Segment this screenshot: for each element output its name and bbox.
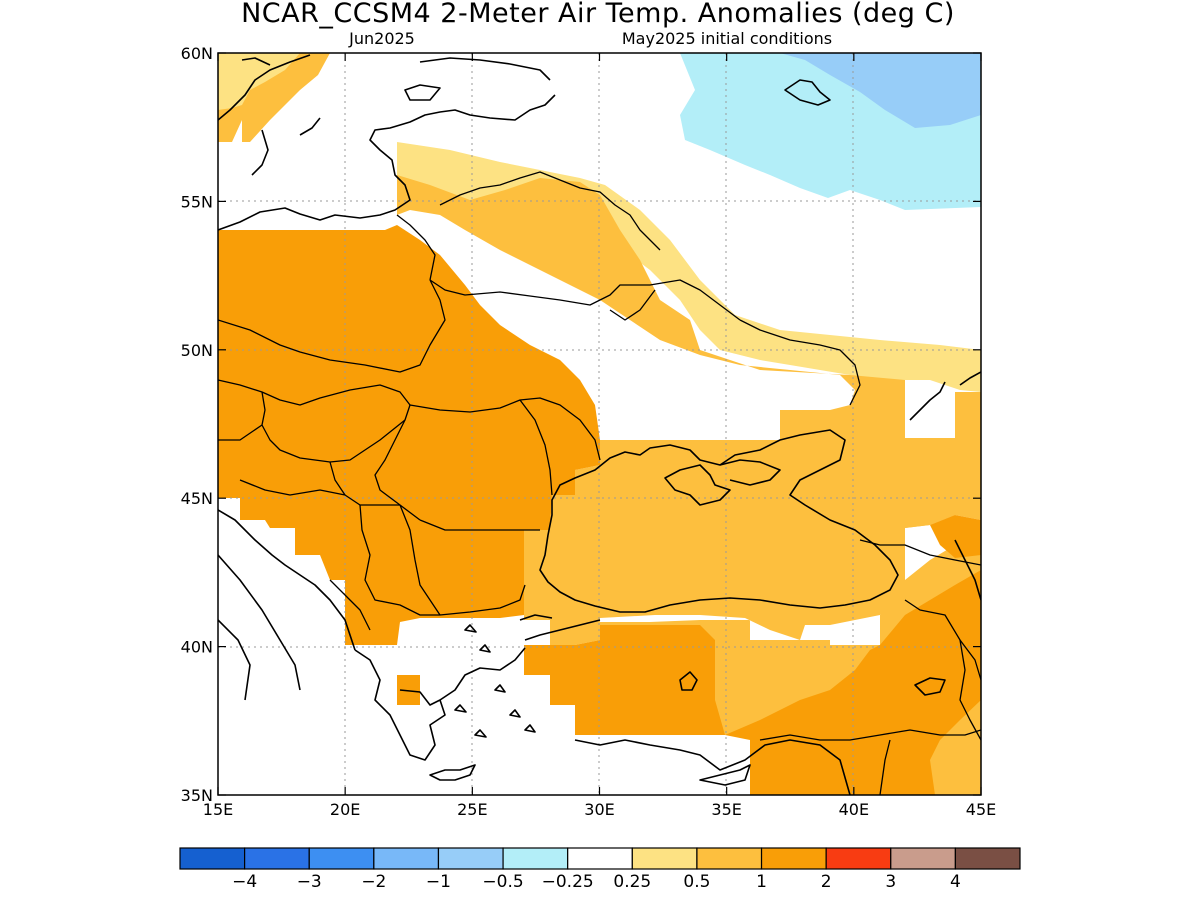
lat-tick-label: 55N: [181, 192, 213, 211]
coastline-azov: [719, 459, 781, 486]
colorbar-label: 2: [821, 872, 832, 892]
colorbar-swatch: [502, 847, 569, 870]
longitude-axis: 15E 20E 25E 30E 35E 40E 45E: [203, 53, 996, 819]
coastlines: [218, 54, 981, 795]
coastline-turkey-south: [574, 739, 851, 795]
map-title: NCAR_CCSM4 2-Meter Air Temp. Anomalies (…: [241, 0, 955, 29]
coastline-greece: [354, 647, 526, 761]
coastline-scandinavia: [218, 54, 321, 176]
lake-van: [914, 677, 946, 696]
forecast-month-label: Jun2025: [348, 29, 415, 48]
coastline-adriatic: [218, 509, 356, 701]
anomaly-area-west-1: [218, 225, 600, 645]
colorbar-label: −0.25: [542, 872, 594, 892]
coastline-gulf-finland: [419, 57, 551, 81]
coastline-crete: [429, 764, 476, 781]
anomaly-area-nw-025: [218, 53, 300, 110]
coastline-baltic: [218, 84, 556, 231]
colorbar-swatch: [954, 847, 1021, 870]
colorbar-swatch: [373, 847, 440, 870]
lat-tick-label: 50N: [181, 341, 213, 360]
colorbar-swatch: [696, 847, 763, 870]
lat-tick-label: 35N: [181, 786, 213, 805]
colorbar-swatch: [890, 847, 956, 870]
initial-conditions-label: May2025 initial conditions: [622, 29, 832, 48]
colorbar-label: −4: [232, 872, 257, 892]
colorbar-swatch: [244, 847, 310, 870]
map-plot-area: [218, 53, 981, 795]
colorbar-swatch: [567, 847, 633, 870]
coastline-caspian: [954, 371, 981, 601]
anomaly-area-east-edge-1: [930, 515, 981, 558]
colorbar-label: 3: [885, 872, 896, 892]
lat-tick-label: 40N: [181, 638, 213, 657]
anomaly-area-greece-1: [397, 675, 420, 705]
lon-tick-label: 45E: [966, 800, 996, 819]
colorbar-label: 1: [756, 872, 767, 892]
coastline-marmara: [519, 614, 601, 641]
colorbar-swatch: [179, 847, 246, 870]
aegean-islands: [454, 624, 536, 738]
colorbar-label: −3: [297, 872, 322, 892]
colorbar-label: 0.5: [683, 872, 710, 892]
colorbar-label: 4: [950, 872, 961, 892]
country-borders: [218, 171, 981, 795]
colorbar-swatch: [437, 847, 504, 870]
anomaly-shading: [218, 53, 981, 795]
latitude-axis: 60N 55N 50N 45N 40N 35N: [181, 44, 981, 805]
colorbar-label: −0.5: [482, 872, 523, 892]
colorbar-swatch: [308, 847, 375, 870]
lon-tick-label: 30E: [584, 800, 614, 819]
anomaly-area-ne-neg05: [780, 53, 981, 128]
anomaly-area-central-05: [397, 175, 981, 795]
colorbar-label: 0.25: [613, 872, 651, 892]
lake-tuz: [679, 671, 698, 691]
coastline-black-sea: [539, 429, 899, 613]
lake-rybinsk: [784, 79, 831, 106]
lat-tick-label: 60N: [181, 44, 213, 63]
lon-tick-label: 40E: [839, 800, 869, 819]
colorbar-swatch: [631, 847, 698, 870]
colorbar-swatch: [825, 847, 892, 870]
colorbar-swatch: [760, 847, 827, 870]
volga-reservoir: [909, 381, 946, 421]
anomaly-area-east-turkey-1: [725, 570, 981, 795]
lat-tick-label: 45N: [181, 489, 213, 508]
coastline-cyprus: [699, 764, 751, 786]
coastline-crimea: [664, 464, 731, 506]
lon-tick-label: 25E: [457, 800, 487, 819]
colorbar-label: −1: [426, 872, 451, 892]
lon-tick-label: 35E: [711, 800, 741, 819]
colorbar: −4 −3 −2 −1 −0.5 −0.25 0.25 0.5 1 2 3 4: [179, 847, 1021, 892]
anomaly-area-anatolia-1: [524, 625, 725, 735]
anomaly-area-caspian-05: [830, 380, 981, 528]
lon-tick-label: 15E: [203, 800, 233, 819]
colorbar-label: −2: [361, 872, 386, 892]
lon-tick-label: 20E: [330, 800, 360, 819]
